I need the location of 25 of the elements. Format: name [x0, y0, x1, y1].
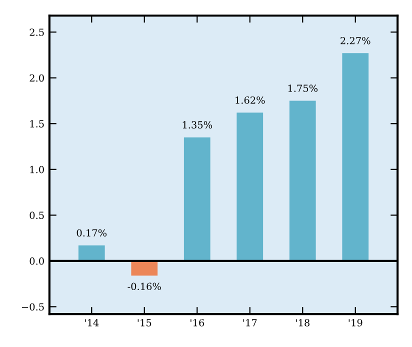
y-tick-label: 0.0 [30, 257, 44, 265]
bar [131, 260, 158, 276]
x-tick-label: '14 [85, 319, 99, 326]
data-label: 0.17% [76, 229, 107, 237]
x-tick-label: '15 [138, 319, 152, 326]
bar [342, 53, 369, 261]
bar [78, 245, 105, 261]
data-label: 1.62% [236, 96, 265, 104]
data-label: -0.16% [128, 282, 161, 290]
data-label: 1.35% [182, 121, 212, 129]
y-tick-label: 0.5 [30, 212, 44, 220]
y-tick-label: 1.5 [30, 120, 44, 128]
x-tick-label: '18 [296, 319, 310, 326]
data-label: 2.27% [340, 36, 370, 44]
bar [289, 100, 316, 261]
x-tick-label: '17 [243, 319, 257, 326]
bar [184, 137, 210, 261]
y-tick-label: −0.5 [22, 303, 44, 311]
y-tick-label: 2.0 [30, 74, 44, 82]
y-tick-label: 2.5 [30, 28, 44, 36]
x-tick-label: '16 [190, 319, 204, 326]
data-label: 1.75% [288, 84, 318, 92]
x-tick-label: '19 [348, 319, 362, 326]
bar [236, 112, 264, 261]
y-tick-label: 1.0 [30, 166, 44, 174]
